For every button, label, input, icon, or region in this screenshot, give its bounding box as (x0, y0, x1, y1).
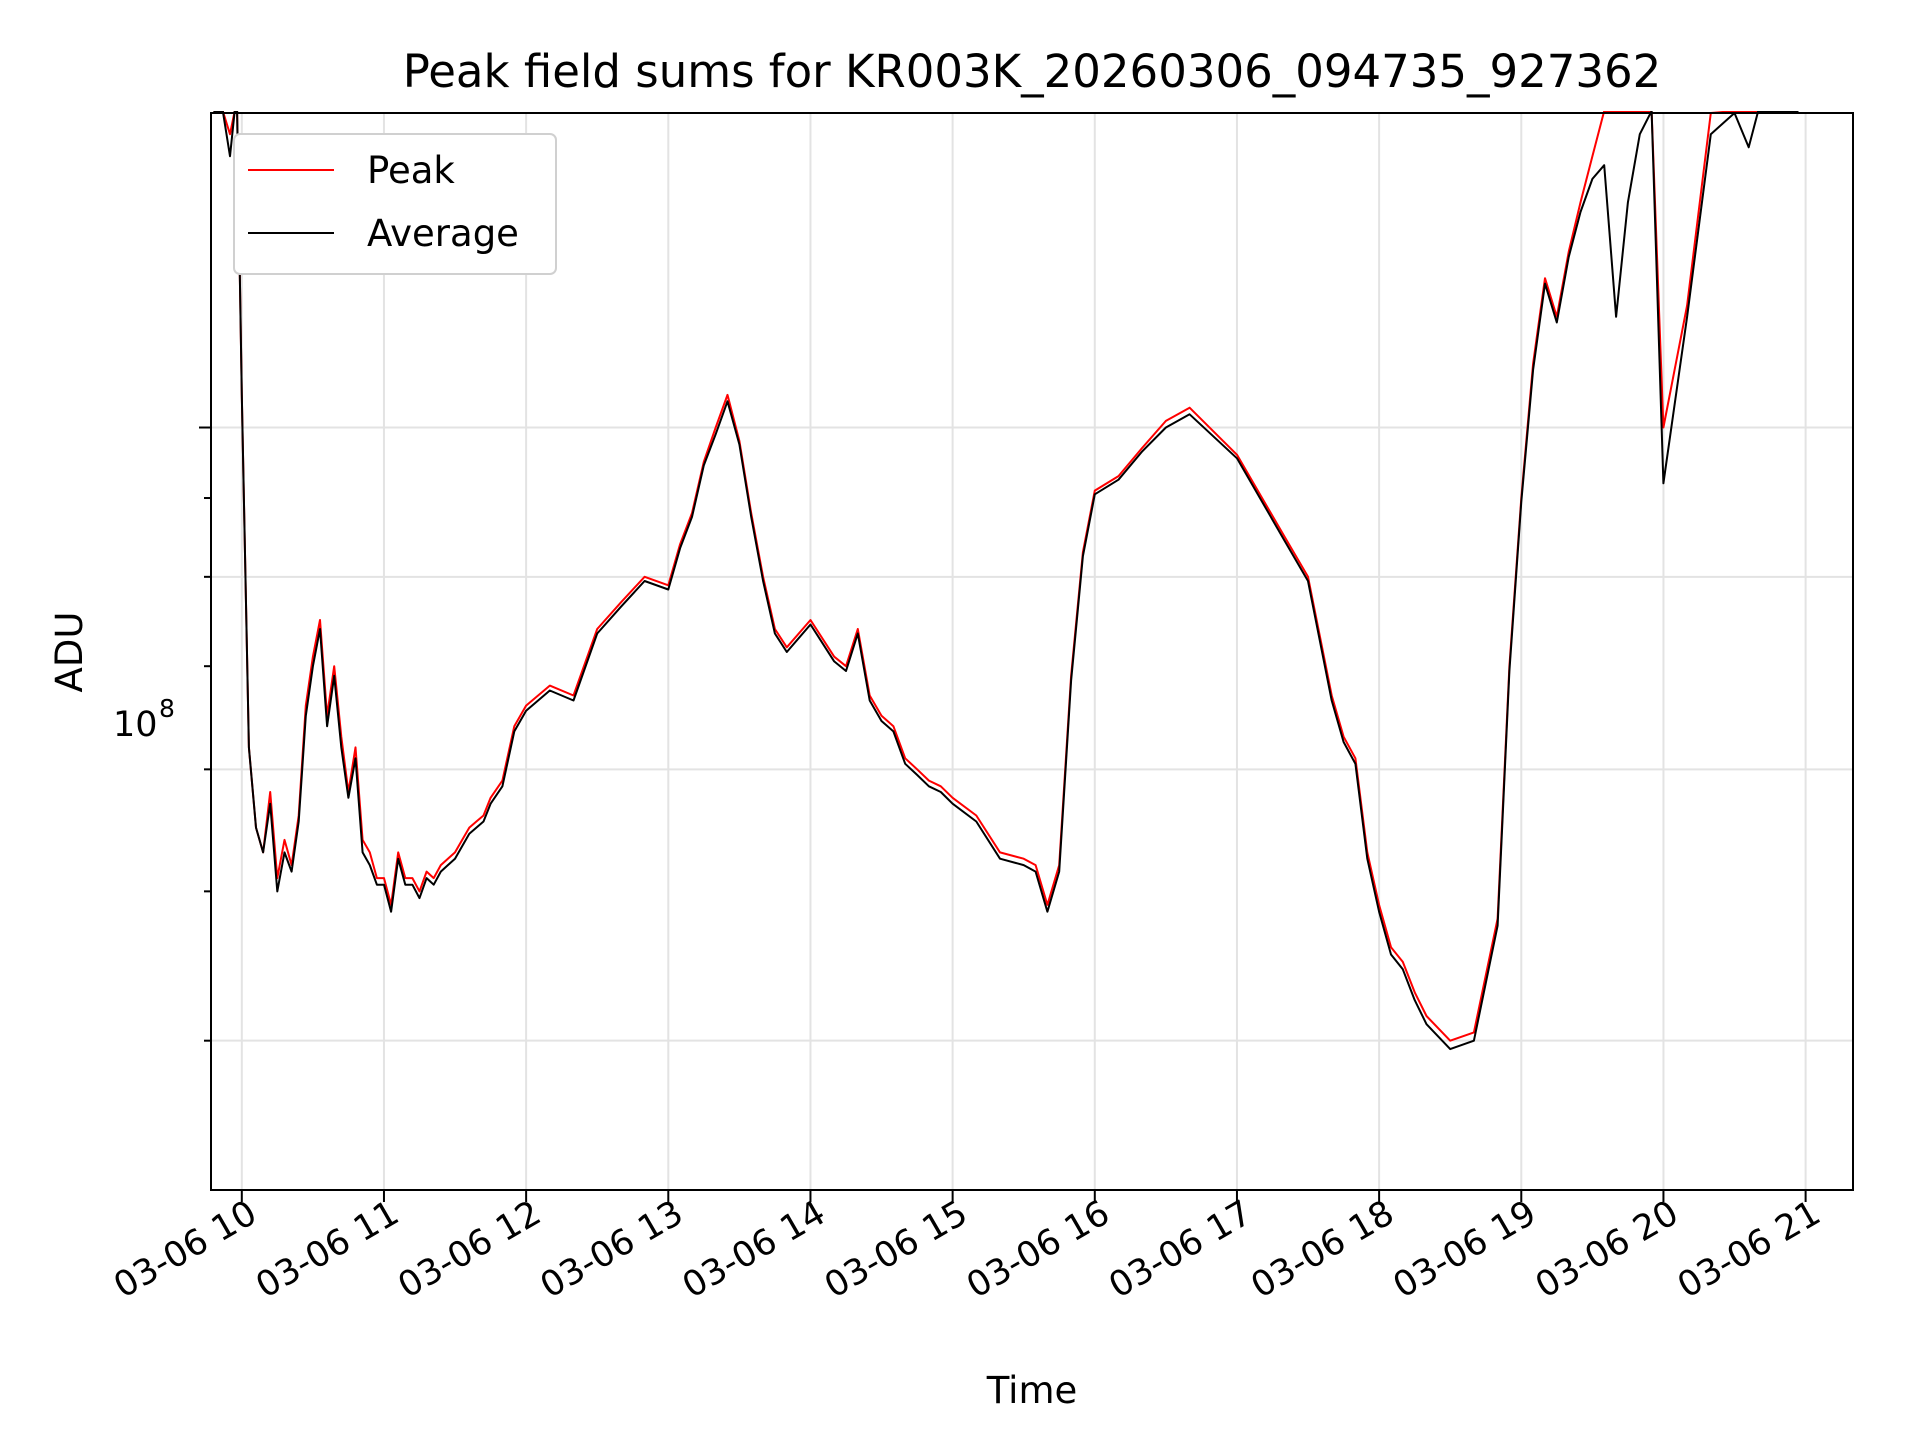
series-lines (213, 111, 1799, 1051)
legend: Peak Average (233, 133, 557, 275)
x-axis-label: Time (986, 1369, 1078, 1412)
y-tick-label-1e8: 10 8 (113, 694, 175, 745)
chart-title: Peak field sums for KR003K_20260306_0947… (403, 45, 1662, 98)
series-line-average (213, 111, 1799, 1051)
legend-label-peak: Peak (367, 149, 455, 192)
y-axis-label: ADU (48, 612, 91, 693)
plot-frame (210, 112, 1854, 1191)
y-tick-base: 10 (113, 705, 158, 745)
y-tick-exponent: 8 (159, 694, 175, 723)
legend-label-average: Average (367, 212, 519, 255)
grid-lines (211, 113, 1853, 1190)
